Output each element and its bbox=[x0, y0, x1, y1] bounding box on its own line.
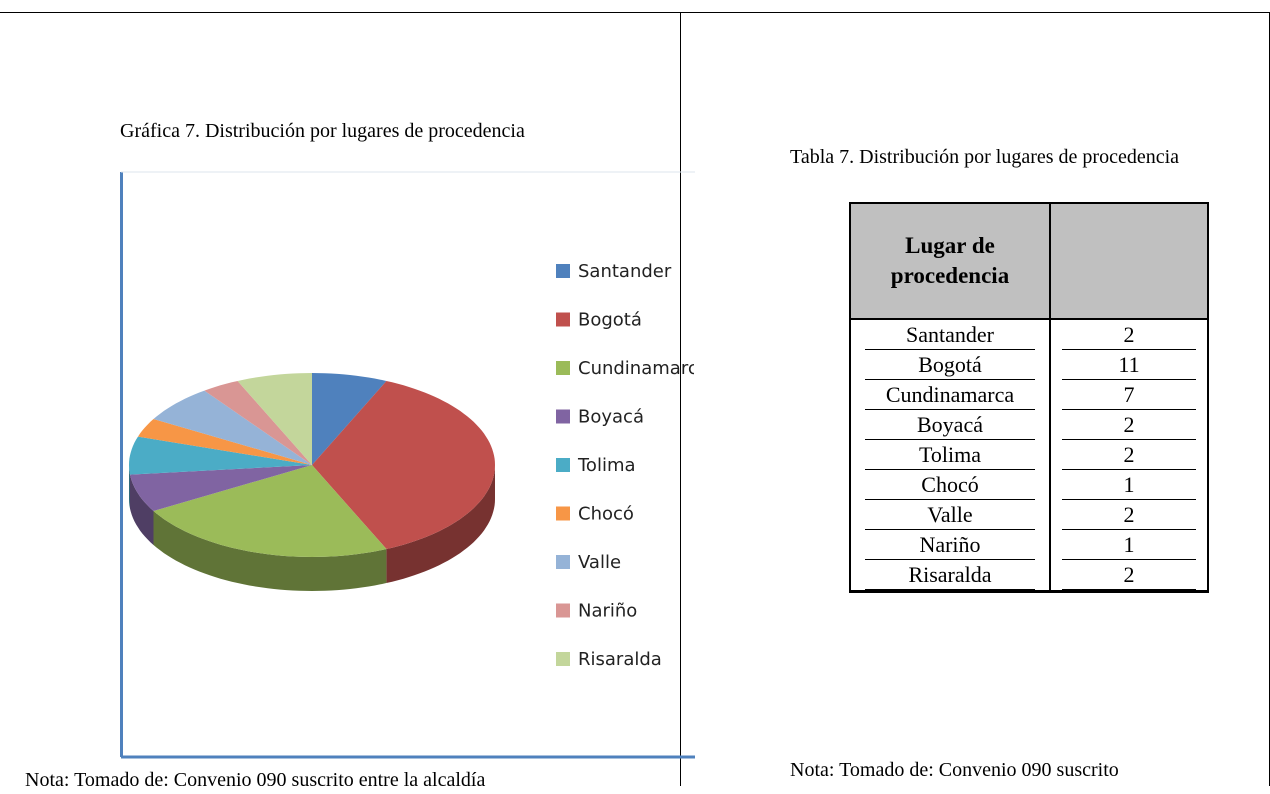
cell-text: 2 bbox=[1061, 560, 1197, 590]
table-cell: 2 bbox=[1049, 440, 1209, 470]
legend-swatch bbox=[556, 409, 570, 424]
pie-slice bbox=[138, 419, 312, 465]
legend-label: Santander bbox=[578, 261, 672, 282]
table-cell: Chocó bbox=[849, 470, 1051, 500]
pie-slice bbox=[237, 373, 312, 465]
pie-slice bbox=[153, 390, 312, 465]
legend-label: Valle bbox=[578, 552, 621, 573]
table-cell: 2 bbox=[1049, 500, 1209, 530]
table-cell: 1 bbox=[1049, 470, 1209, 500]
table-row: Risaralda 2 bbox=[849, 560, 1209, 593]
pie-slice-side bbox=[153, 511, 387, 591]
pie-slice bbox=[130, 465, 312, 511]
table-cell: Tolima bbox=[849, 440, 1051, 470]
table-row: Bogotá 11 bbox=[849, 350, 1209, 380]
column-divider bbox=[680, 12, 681, 786]
pie-slice bbox=[312, 373, 387, 465]
cell-text: Bogotá bbox=[864, 350, 1036, 380]
table-cell: Risaralda bbox=[849, 560, 1051, 593]
legend-swatch bbox=[556, 603, 570, 618]
cell-text: Risaralda bbox=[864, 560, 1036, 590]
legend-swatch bbox=[556, 264, 570, 278]
cell-text: Cundinamarca bbox=[864, 380, 1036, 410]
figure-caption: Gráfica 7. Distribución por lugares de p… bbox=[120, 120, 525, 142]
legend-swatch bbox=[556, 652, 570, 666]
table-cell: Cundinamarca bbox=[849, 380, 1051, 410]
table-note: Nota: Tomado de: Convenio 090 suscrito bbox=[790, 759, 1119, 781]
table-cell: 11 bbox=[1049, 350, 1209, 380]
cell-text: Tolima bbox=[864, 440, 1036, 470]
legend-label: Chocó bbox=[578, 504, 634, 525]
legend-label: Cundinamarca bbox=[578, 358, 698, 379]
legend-label: Risaralda bbox=[578, 649, 662, 670]
table-cell: Boyacá bbox=[849, 410, 1051, 440]
data-table: Lugar de procedencia Santander 2 Bogotá 11 C… bbox=[849, 202, 1209, 593]
cell-text: 1 bbox=[1061, 470, 1197, 500]
table-row: Boyacá 2 bbox=[849, 410, 1209, 440]
table-caption: Tabla 7. Distribución por lugares de pro… bbox=[790, 146, 1180, 168]
table-row: Valle 2 bbox=[849, 500, 1209, 530]
cell-text: Nariño bbox=[864, 530, 1036, 560]
table-cell: Santander bbox=[849, 319, 1051, 350]
pie-slice-side bbox=[386, 465, 495, 583]
legend-label: Boyacá bbox=[578, 407, 644, 428]
table-cell: Valle bbox=[849, 500, 1051, 530]
legend-label: Tolima bbox=[577, 455, 636, 476]
legend-label: Bogotá bbox=[578, 310, 642, 331]
cell-text: 11 bbox=[1061, 350, 1197, 380]
table-cell: 2 bbox=[1049, 319, 1209, 350]
chart: Santander Bogotá Cundinamarca Boyacá Tolima C… bbox=[120, 171, 698, 759]
header-row: Lugar de procedencia bbox=[849, 202, 1209, 320]
table-row: Chocó 1 bbox=[849, 470, 1209, 500]
cell-text: 2 bbox=[1061, 440, 1197, 470]
pie-slice-side bbox=[130, 474, 154, 545]
pie-slice bbox=[129, 436, 312, 475]
cell-text: Chocó bbox=[864, 470, 1036, 500]
cell-text: 2 bbox=[1061, 410, 1197, 440]
figure-note: Nota: Tomado de: Convenio 090 suscrito e… bbox=[25, 769, 486, 791]
legend-swatch bbox=[556, 458, 570, 472]
pie-slice-side bbox=[129, 465, 130, 509]
table-row: Nariño 1 bbox=[849, 530, 1209, 560]
table-row: Tolima 2 bbox=[849, 440, 1209, 470]
top-rule bbox=[0, 12, 1270, 13]
table-cell: Bogotá bbox=[849, 350, 1051, 380]
header-cell: Lugar de procedencia bbox=[849, 202, 1051, 320]
cell-text: Boyacá bbox=[864, 410, 1036, 440]
pie-slice bbox=[153, 465, 387, 557]
table-cell: 2 bbox=[1049, 410, 1209, 440]
table-cell: 7 bbox=[1049, 380, 1209, 410]
legend-label: Nariño bbox=[578, 601, 637, 622]
pie-slice bbox=[312, 381, 495, 549]
legend-swatch bbox=[556, 555, 570, 569]
table-row: Santander 2 bbox=[849, 319, 1209, 350]
pie-slice bbox=[204, 381, 312, 465]
cell-text: 2 bbox=[1061, 320, 1197, 350]
header-cell-blank bbox=[1049, 202, 1209, 320]
legend-swatch bbox=[556, 361, 570, 375]
table-cell: 1 bbox=[1049, 530, 1209, 560]
cell-text: 2 bbox=[1061, 500, 1197, 530]
cell-text: Valle bbox=[864, 500, 1036, 530]
cell-text: 1 bbox=[1061, 530, 1197, 560]
table-row: Cundinamarca 7 bbox=[849, 380, 1209, 410]
cell-text: 7 bbox=[1061, 380, 1197, 410]
cell-text: Santander bbox=[864, 320, 1036, 350]
legend-swatch bbox=[556, 312, 570, 327]
table-cell: Nariño bbox=[849, 530, 1051, 560]
legend-swatch bbox=[556, 506, 570, 521]
table-cell: 2 bbox=[1049, 560, 1209, 593]
